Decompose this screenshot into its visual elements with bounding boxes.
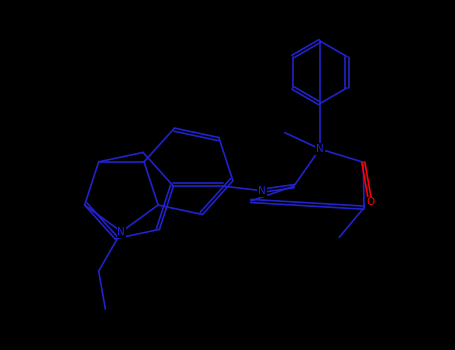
- Text: N: N: [258, 186, 266, 196]
- Text: O: O: [366, 197, 374, 208]
- Text: N: N: [117, 227, 125, 237]
- Text: N: N: [316, 144, 324, 154]
